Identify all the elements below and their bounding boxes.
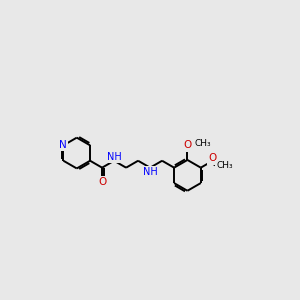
Text: NH: NH [143,167,158,177]
Text: CH₃: CH₃ [194,139,211,148]
Text: CH₃: CH₃ [217,161,233,170]
Text: O: O [208,153,217,164]
Text: O: O [98,177,106,187]
Text: N: N [59,140,67,150]
Text: O: O [183,140,192,150]
Text: NH: NH [107,152,122,162]
